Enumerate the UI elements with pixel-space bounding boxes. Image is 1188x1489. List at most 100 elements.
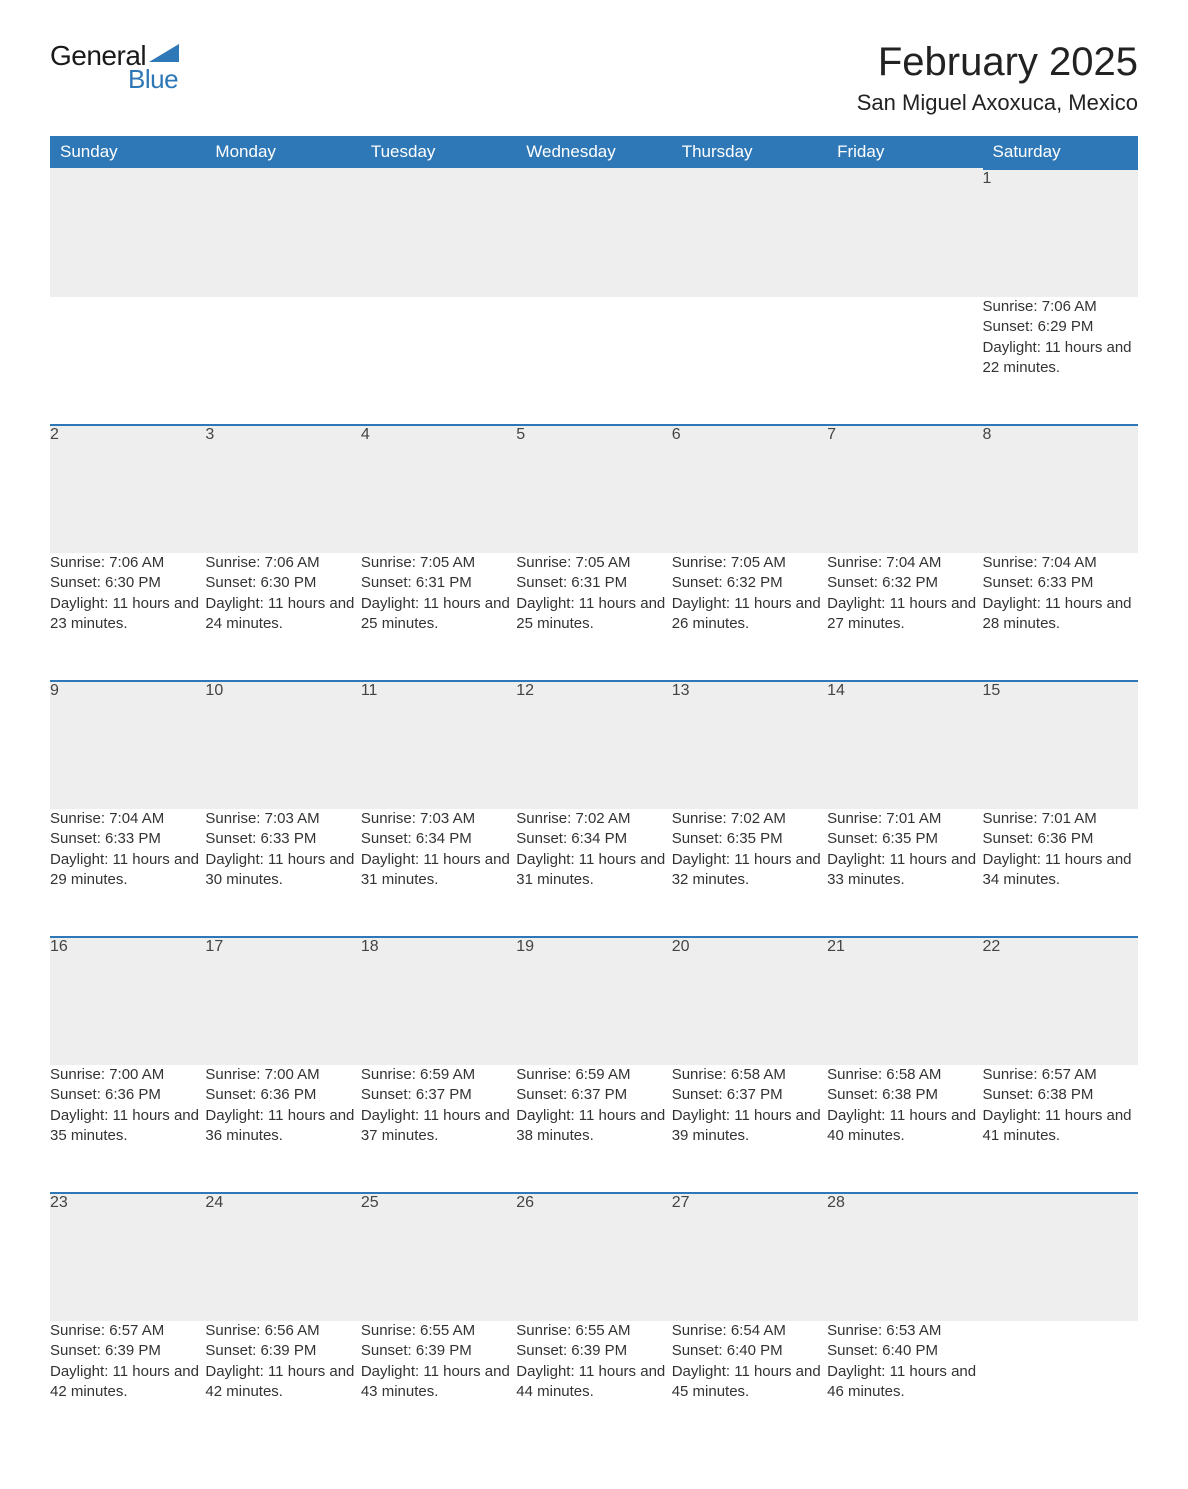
day-number-cell: 6 [672, 425, 827, 553]
sunset-line: Sunset: 6:30 PM [205, 573, 360, 593]
sunset-line: Sunset: 6:36 PM [205, 1085, 360, 1105]
day-number-cell [50, 169, 205, 297]
day-detail-cell: Sunrise: 7:04 AMSunset: 6:33 PMDaylight:… [983, 553, 1138, 681]
day-detail-cell: Sunrise: 6:54 AMSunset: 6:40 PMDaylight:… [672, 1321, 827, 1449]
sunrise-line: Sunrise: 7:06 AM [205, 553, 360, 573]
day-number: 5 [516, 426, 525, 443]
sunset-line: Sunset: 6:31 PM [361, 573, 516, 593]
sunrise-line: Sunrise: 7:05 AM [361, 553, 516, 573]
day-number-cell: 28 [827, 1193, 982, 1321]
day-detail-cell: Sunrise: 7:06 AMSunset: 6:30 PMDaylight:… [205, 553, 360, 681]
day-number: 21 [827, 938, 845, 955]
sunset-line: Sunset: 6:30 PM [50, 573, 205, 593]
day-detail-cell [205, 297, 360, 425]
week-detail-row: Sunrise: 7:06 AMSunset: 6:29 PMDaylight:… [50, 297, 1138, 425]
sunrise-line: Sunrise: 7:04 AM [983, 553, 1138, 573]
day-number-cell: 17 [205, 937, 360, 1065]
title-block: February 2025 San Miguel Axoxuca, Mexico [857, 40, 1138, 128]
day-number-cell: 3 [205, 425, 360, 553]
day-number-cell [827, 169, 982, 297]
day-number: 4 [361, 426, 370, 443]
day-number-cell: 11 [361, 681, 516, 809]
day-number: 1 [983, 170, 992, 187]
daylight-line: Daylight: 11 hours and 37 minutes. [361, 1106, 516, 1147]
day-number-cell: 12 [516, 681, 671, 809]
day-number-cell: 5 [516, 425, 671, 553]
day-detail-cell: Sunrise: 6:57 AMSunset: 6:38 PMDaylight:… [983, 1065, 1138, 1193]
day-number-cell: 25 [361, 1193, 516, 1321]
daylight-line: Daylight: 11 hours and 24 minutes. [205, 594, 360, 635]
sunset-line: Sunset: 6:37 PM [361, 1085, 516, 1105]
month-title: February 2025 [857, 40, 1138, 84]
col-thursday: Thursday [672, 136, 827, 169]
day-number-cell: 24 [205, 1193, 360, 1321]
sunset-line: Sunset: 6:33 PM [983, 573, 1138, 593]
daylight-line: Daylight: 11 hours and 22 minutes. [983, 338, 1138, 379]
day-number: 23 [50, 1194, 68, 1211]
day-number-cell: 14 [827, 681, 982, 809]
day-number-cell: 1 [983, 169, 1138, 297]
day-detail-cell: Sunrise: 7:00 AMSunset: 6:36 PMDaylight:… [205, 1065, 360, 1193]
sunrise-line: Sunrise: 7:00 AM [205, 1065, 360, 1085]
day-number: 24 [205, 1194, 223, 1211]
sunrise-line: Sunrise: 7:05 AM [672, 553, 827, 573]
day-detail-cell [50, 297, 205, 425]
day-detail-cell: Sunrise: 6:58 AMSunset: 6:38 PMDaylight:… [827, 1065, 982, 1193]
daylight-line: Daylight: 11 hours and 25 minutes. [516, 594, 671, 635]
day-number: 27 [672, 1194, 690, 1211]
sunset-line: Sunset: 6:32 PM [827, 573, 982, 593]
daylight-line: Daylight: 11 hours and 36 minutes. [205, 1106, 360, 1147]
day-number-cell [205, 169, 360, 297]
week-detail-row: Sunrise: 7:00 AMSunset: 6:36 PMDaylight:… [50, 1065, 1138, 1193]
day-number-cell: 15 [983, 681, 1138, 809]
day-number-cell: 10 [205, 681, 360, 809]
day-number: 14 [827, 682, 845, 699]
week-daynum-row: 232425262728 [50, 1193, 1138, 1321]
sunset-line: Sunset: 6:39 PM [50, 1341, 205, 1361]
daylight-line: Daylight: 11 hours and 42 minutes. [205, 1362, 360, 1403]
day-number: 28 [827, 1194, 845, 1211]
day-detail-cell: Sunrise: 7:05 AMSunset: 6:31 PMDaylight:… [516, 553, 671, 681]
daylight-line: Daylight: 11 hours and 38 minutes. [516, 1106, 671, 1147]
sunset-line: Sunset: 6:35 PM [827, 829, 982, 849]
daylight-line: Daylight: 11 hours and 41 minutes. [983, 1106, 1138, 1147]
daylight-line: Daylight: 11 hours and 25 minutes. [361, 594, 516, 635]
day-number: 19 [516, 938, 534, 955]
sunset-line: Sunset: 6:33 PM [205, 829, 360, 849]
day-detail-cell [516, 297, 671, 425]
daylight-line: Daylight: 11 hours and 33 minutes. [827, 850, 982, 891]
day-number-cell: 23 [50, 1193, 205, 1321]
sunrise-line: Sunrise: 6:59 AM [516, 1065, 671, 1085]
day-number-cell [672, 169, 827, 297]
daylight-line: Daylight: 11 hours and 34 minutes. [983, 850, 1138, 891]
calendar-table: Sunday Monday Tuesday Wednesday Thursday… [50, 136, 1138, 1449]
day-detail-cell [983, 1321, 1138, 1449]
day-detail-cell: Sunrise: 7:05 AMSunset: 6:32 PMDaylight:… [672, 553, 827, 681]
sunset-line: Sunset: 6:38 PM [983, 1085, 1138, 1105]
day-number-cell: 4 [361, 425, 516, 553]
sunrise-line: Sunrise: 7:02 AM [516, 809, 671, 829]
day-number: 16 [50, 938, 68, 955]
sunrise-line: Sunrise: 6:53 AM [827, 1321, 982, 1341]
day-number: 17 [205, 938, 223, 955]
day-number-cell: 7 [827, 425, 982, 553]
sunrise-line: Sunrise: 6:59 AM [361, 1065, 516, 1085]
day-detail-cell: Sunrise: 7:06 AMSunset: 6:29 PMDaylight:… [983, 297, 1138, 425]
sunrise-line: Sunrise: 7:04 AM [827, 553, 982, 573]
sunrise-line: Sunrise: 6:54 AM [672, 1321, 827, 1341]
sunrise-line: Sunrise: 7:02 AM [672, 809, 827, 829]
sunrise-line: Sunrise: 7:03 AM [361, 809, 516, 829]
week-detail-row: Sunrise: 7:06 AMSunset: 6:30 PMDaylight:… [50, 553, 1138, 681]
day-number: 3 [205, 426, 214, 443]
header: General Blue February 2025 San Miguel Ax… [50, 40, 1138, 128]
day-number-cell: 27 [672, 1193, 827, 1321]
day-number: 22 [983, 938, 1001, 955]
daylight-line: Daylight: 11 hours and 29 minutes. [50, 850, 205, 891]
sunset-line: Sunset: 6:37 PM [516, 1085, 671, 1105]
sunrise-line: Sunrise: 7:06 AM [50, 553, 205, 573]
day-number: 25 [361, 1194, 379, 1211]
week-daynum-row: 16171819202122 [50, 937, 1138, 1065]
day-number-cell: 18 [361, 937, 516, 1065]
sunrise-line: Sunrise: 6:55 AM [361, 1321, 516, 1341]
sunrise-line: Sunrise: 7:04 AM [50, 809, 205, 829]
